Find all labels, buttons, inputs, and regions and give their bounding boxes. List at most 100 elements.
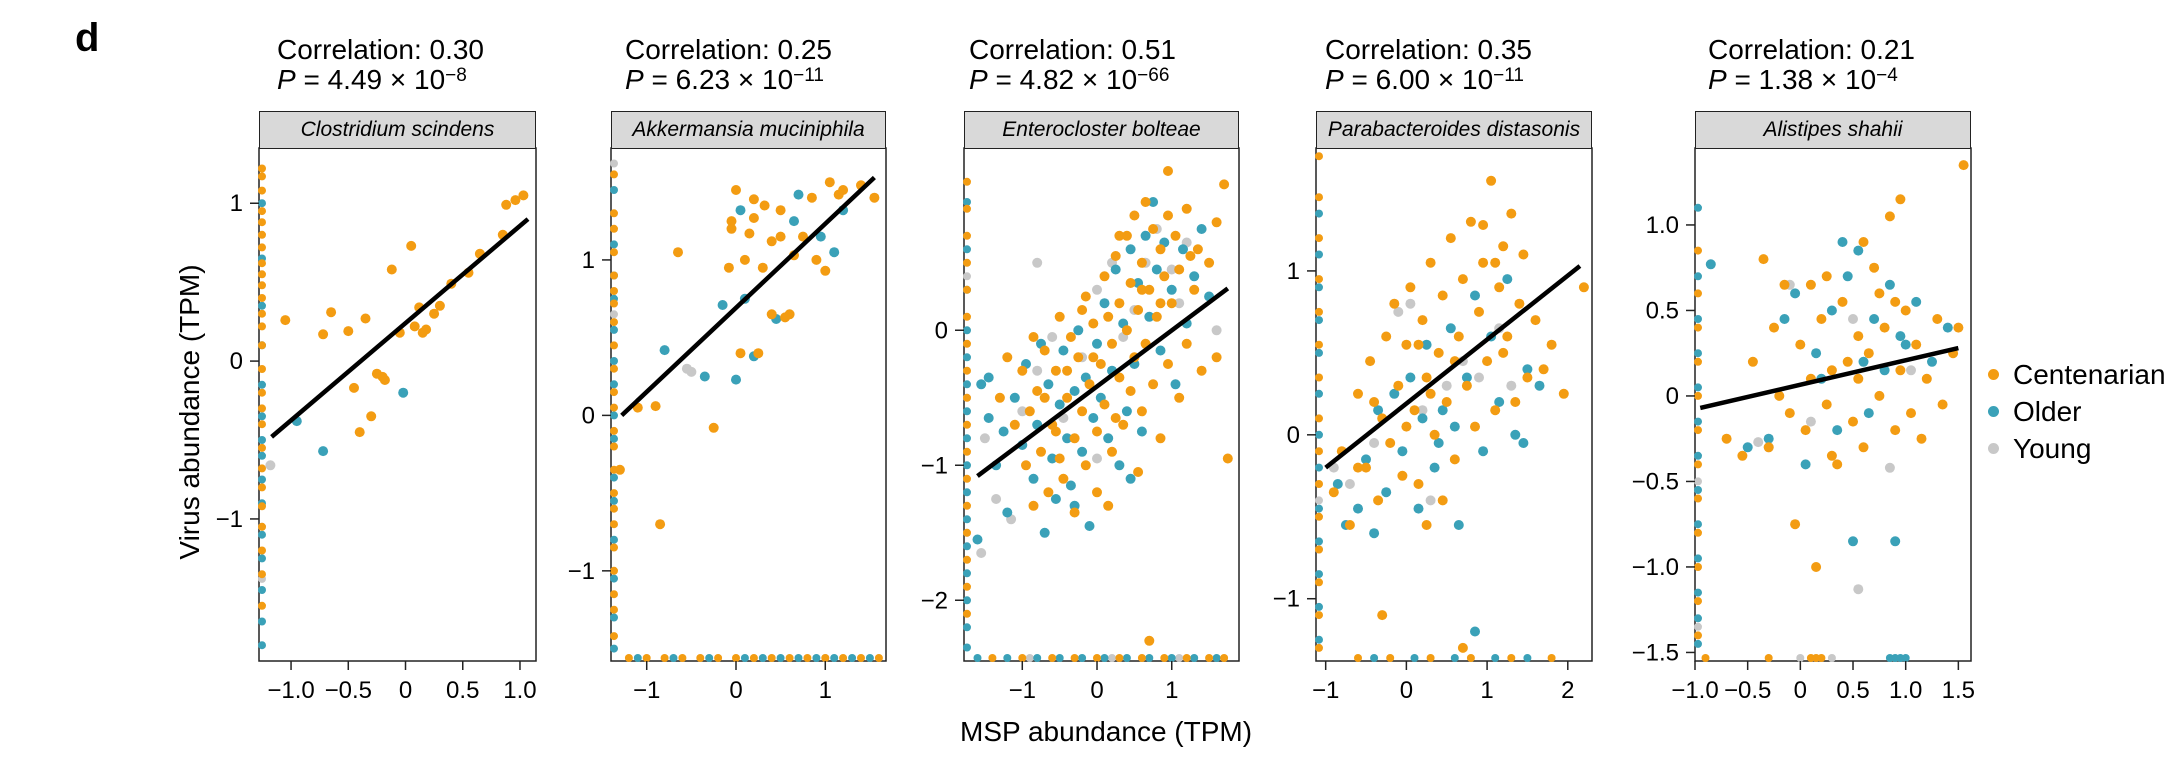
data-point-centenarian	[1114, 372, 1125, 383]
edge-point-centenarian	[1315, 340, 1323, 349]
panel-title: Alistipes shahii	[1695, 111, 1971, 149]
data-point-young	[1425, 495, 1436, 506]
data-point-centenarian	[1185, 251, 1196, 261]
data-point-older	[1832, 425, 1843, 436]
edge-point-centenarian	[1466, 654, 1475, 662]
edge-point-centenarian	[963, 285, 971, 294]
data-point-centenarian	[280, 315, 291, 326]
data-point-older	[983, 372, 994, 383]
edge-point-centenarian	[1507, 654, 1516, 662]
data-point-centenarian	[784, 309, 795, 320]
data-point-centenarian	[824, 177, 835, 188]
data-point-centenarian	[1121, 325, 1132, 336]
data-point-young	[1753, 437, 1764, 448]
edge-point-older	[1694, 588, 1702, 597]
data-point-young	[1166, 264, 1177, 275]
data-point-centenarian	[1437, 290, 1448, 301]
data-point-centenarian	[748, 194, 759, 205]
data-point-centenarian	[1911, 339, 1922, 350]
correlation-label: Correlation: 0.25	[625, 34, 833, 65]
edge-point-older	[1033, 654, 1042, 662]
data-point-centenarian	[1811, 562, 1822, 572]
edge-point-centenarian	[610, 388, 618, 397]
edge-point-young	[963, 272, 971, 281]
data-point-centenarian	[1425, 388, 1436, 399]
edge-point-young	[1694, 622, 1702, 631]
edge-point-older	[705, 654, 714, 662]
data-point-centenarian	[1916, 433, 1927, 444]
data-point-older	[1373, 405, 1384, 416]
edge-point-older	[1370, 654, 1379, 662]
edge-point-centenarian	[1694, 289, 1702, 298]
edge-point-centenarian	[610, 341, 618, 350]
data-point-centenarian	[1884, 211, 1895, 222]
data-point-older	[1088, 413, 1099, 423]
data-point-older	[1433, 438, 1444, 448]
data-point-centenarian	[766, 236, 777, 247]
legend-marker	[1988, 406, 1999, 417]
edge-point-centenarian	[258, 341, 266, 350]
data-point-centenarian	[1879, 322, 1890, 333]
data-point-centenarian	[759, 200, 770, 211]
panel-letter: d	[75, 16, 100, 60]
data-point-centenarian	[1181, 338, 1192, 349]
data-point-centenarian	[354, 427, 365, 438]
regression-line	[1699, 345, 1959, 411]
data-point-centenarian	[1486, 175, 1497, 186]
data-point-young	[1506, 380, 1517, 391]
data-point-older	[1534, 380, 1545, 391]
edge-point-centenarian	[1315, 643, 1323, 652]
data-point-centenarian	[1869, 262, 1880, 273]
edge-point-centenarian	[610, 299, 618, 308]
data-point-centenarian	[1344, 520, 1355, 530]
data-point-centenarian	[1389, 298, 1400, 309]
data-point-centenarian	[655, 519, 666, 530]
edge-point-older	[610, 496, 618, 505]
data-point-centenarian	[1784, 408, 1795, 419]
data-point-young	[686, 366, 697, 377]
data-point-older	[1705, 259, 1716, 270]
edge-point-centenarian	[963, 177, 971, 186]
p-value-label: P = 1.38 × 10−4	[1708, 64, 1898, 95]
data-point-centenarian	[757, 262, 768, 273]
data-point-young	[1032, 365, 1043, 376]
edge-point-centenarian	[258, 309, 266, 318]
data-point-centenarian	[1853, 331, 1864, 342]
edge-point-centenarian	[610, 287, 618, 295]
edge-point-older	[1694, 203, 1702, 212]
data-point-older	[1397, 446, 1408, 457]
data-point-centenarian	[811, 254, 822, 265]
y-tick-label: −1.5	[1632, 639, 1679, 666]
data-point-centenarian	[1800, 425, 1811, 436]
data-point-older	[1800, 459, 1811, 470]
data-point-older	[1140, 230, 1151, 241]
x-tick-label: −0.5	[325, 677, 372, 704]
data-point-older	[1911, 296, 1922, 307]
edge-point-centenarian	[258, 243, 266, 252]
x-tick-label: 1.0	[1889, 677, 1922, 704]
data-point-centenarian	[501, 199, 512, 210]
edge-point-older	[963, 434, 971, 443]
data-point-centenarian	[1890, 296, 1901, 307]
data-point-centenarian	[349, 382, 359, 393]
edge-point-centenarian	[610, 271, 618, 280]
edge-point-centenarian	[258, 281, 266, 290]
p-value-label: P = 4.82 × 10−66	[969, 64, 1170, 95]
edge-point-centenarian	[1315, 611, 1323, 620]
data-point-young	[1393, 306, 1404, 317]
edge-point-older	[1003, 654, 1012, 662]
data-point-centenarian	[1002, 352, 1013, 363]
data-point-centenarian	[1222, 453, 1233, 464]
edge-point-centenarian	[1694, 323, 1702, 332]
y-tick-label: −1.0	[1632, 554, 1679, 581]
data-point-centenarian	[1155, 244, 1166, 255]
data-point-older	[1811, 348, 1822, 359]
data-point-older	[1050, 494, 1061, 504]
edge-point-centenarian	[1694, 631, 1702, 640]
panel-title: Akkermansia muciniphila	[611, 111, 886, 149]
edge-point-older	[258, 436, 266, 444]
data-point-centenarian	[1482, 356, 1493, 367]
edge-point-centenarian	[821, 654, 830, 662]
data-point-centenarian	[1413, 339, 1424, 350]
data-point-older	[1848, 536, 1858, 547]
